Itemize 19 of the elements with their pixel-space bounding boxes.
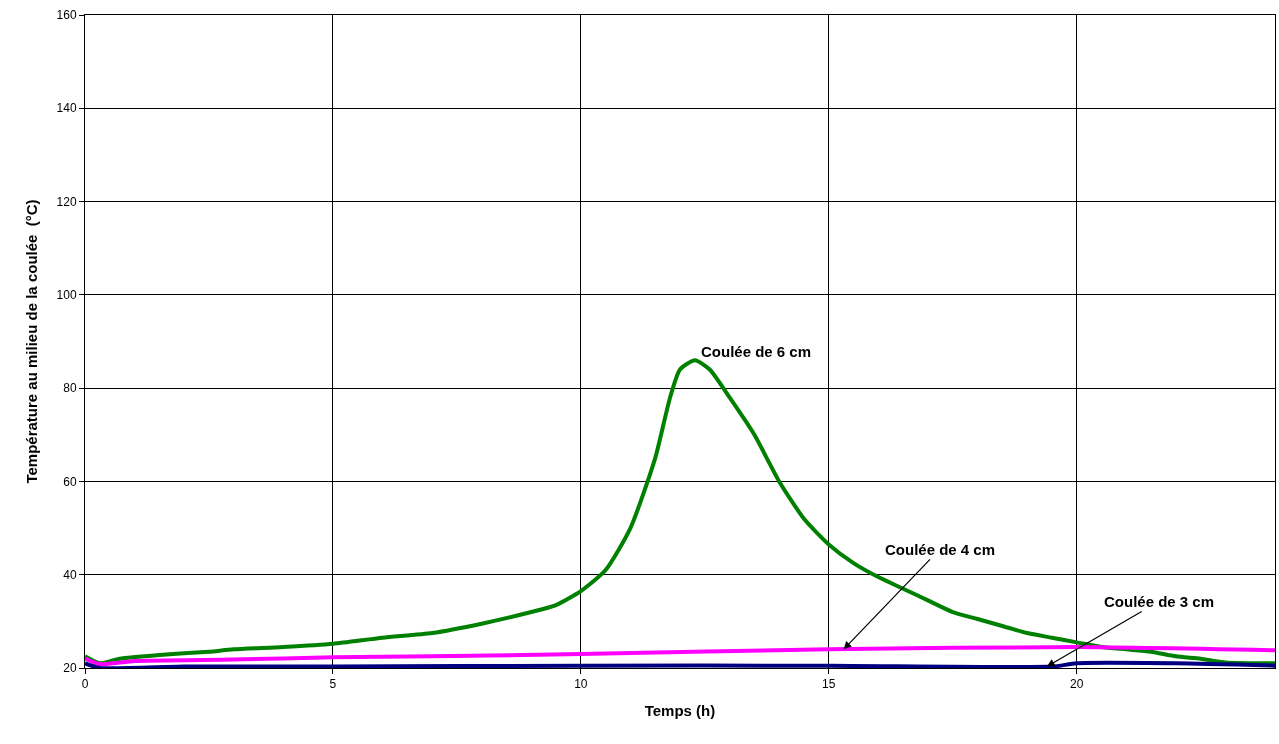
annotation: Coulée de 4 cm [885, 541, 996, 558]
line-series [85, 645, 1275, 667]
x-tick-label: 20 [1069, 677, 1084, 692]
y-tick-label: 140 [56, 101, 77, 116]
x-tick-label: 0 [81, 677, 89, 692]
annotation: Coulée de 3 cm [1104, 593, 1215, 610]
y-tick-label: 160 [56, 8, 77, 23]
y-tick-label: 40 [63, 567, 77, 582]
y-axis-title: Température au milieu de la coulée (°C) [22, 199, 40, 484]
x-tick-label: 5 [329, 677, 337, 692]
x-tick-label: 10 [574, 677, 588, 692]
annotation: Coulée de 6 cm [701, 343, 812, 360]
y-tick-label: 20 [63, 661, 77, 676]
y-tick-label: 60 [63, 474, 77, 489]
y-tick-label: 80 [63, 381, 77, 396]
y-tick-label: 100 [56, 288, 77, 303]
x-axis-title: Temps (h) [644, 702, 716, 720]
y-tick-label: 120 [56, 194, 77, 209]
x-tick-label: 15 [822, 677, 836, 692]
